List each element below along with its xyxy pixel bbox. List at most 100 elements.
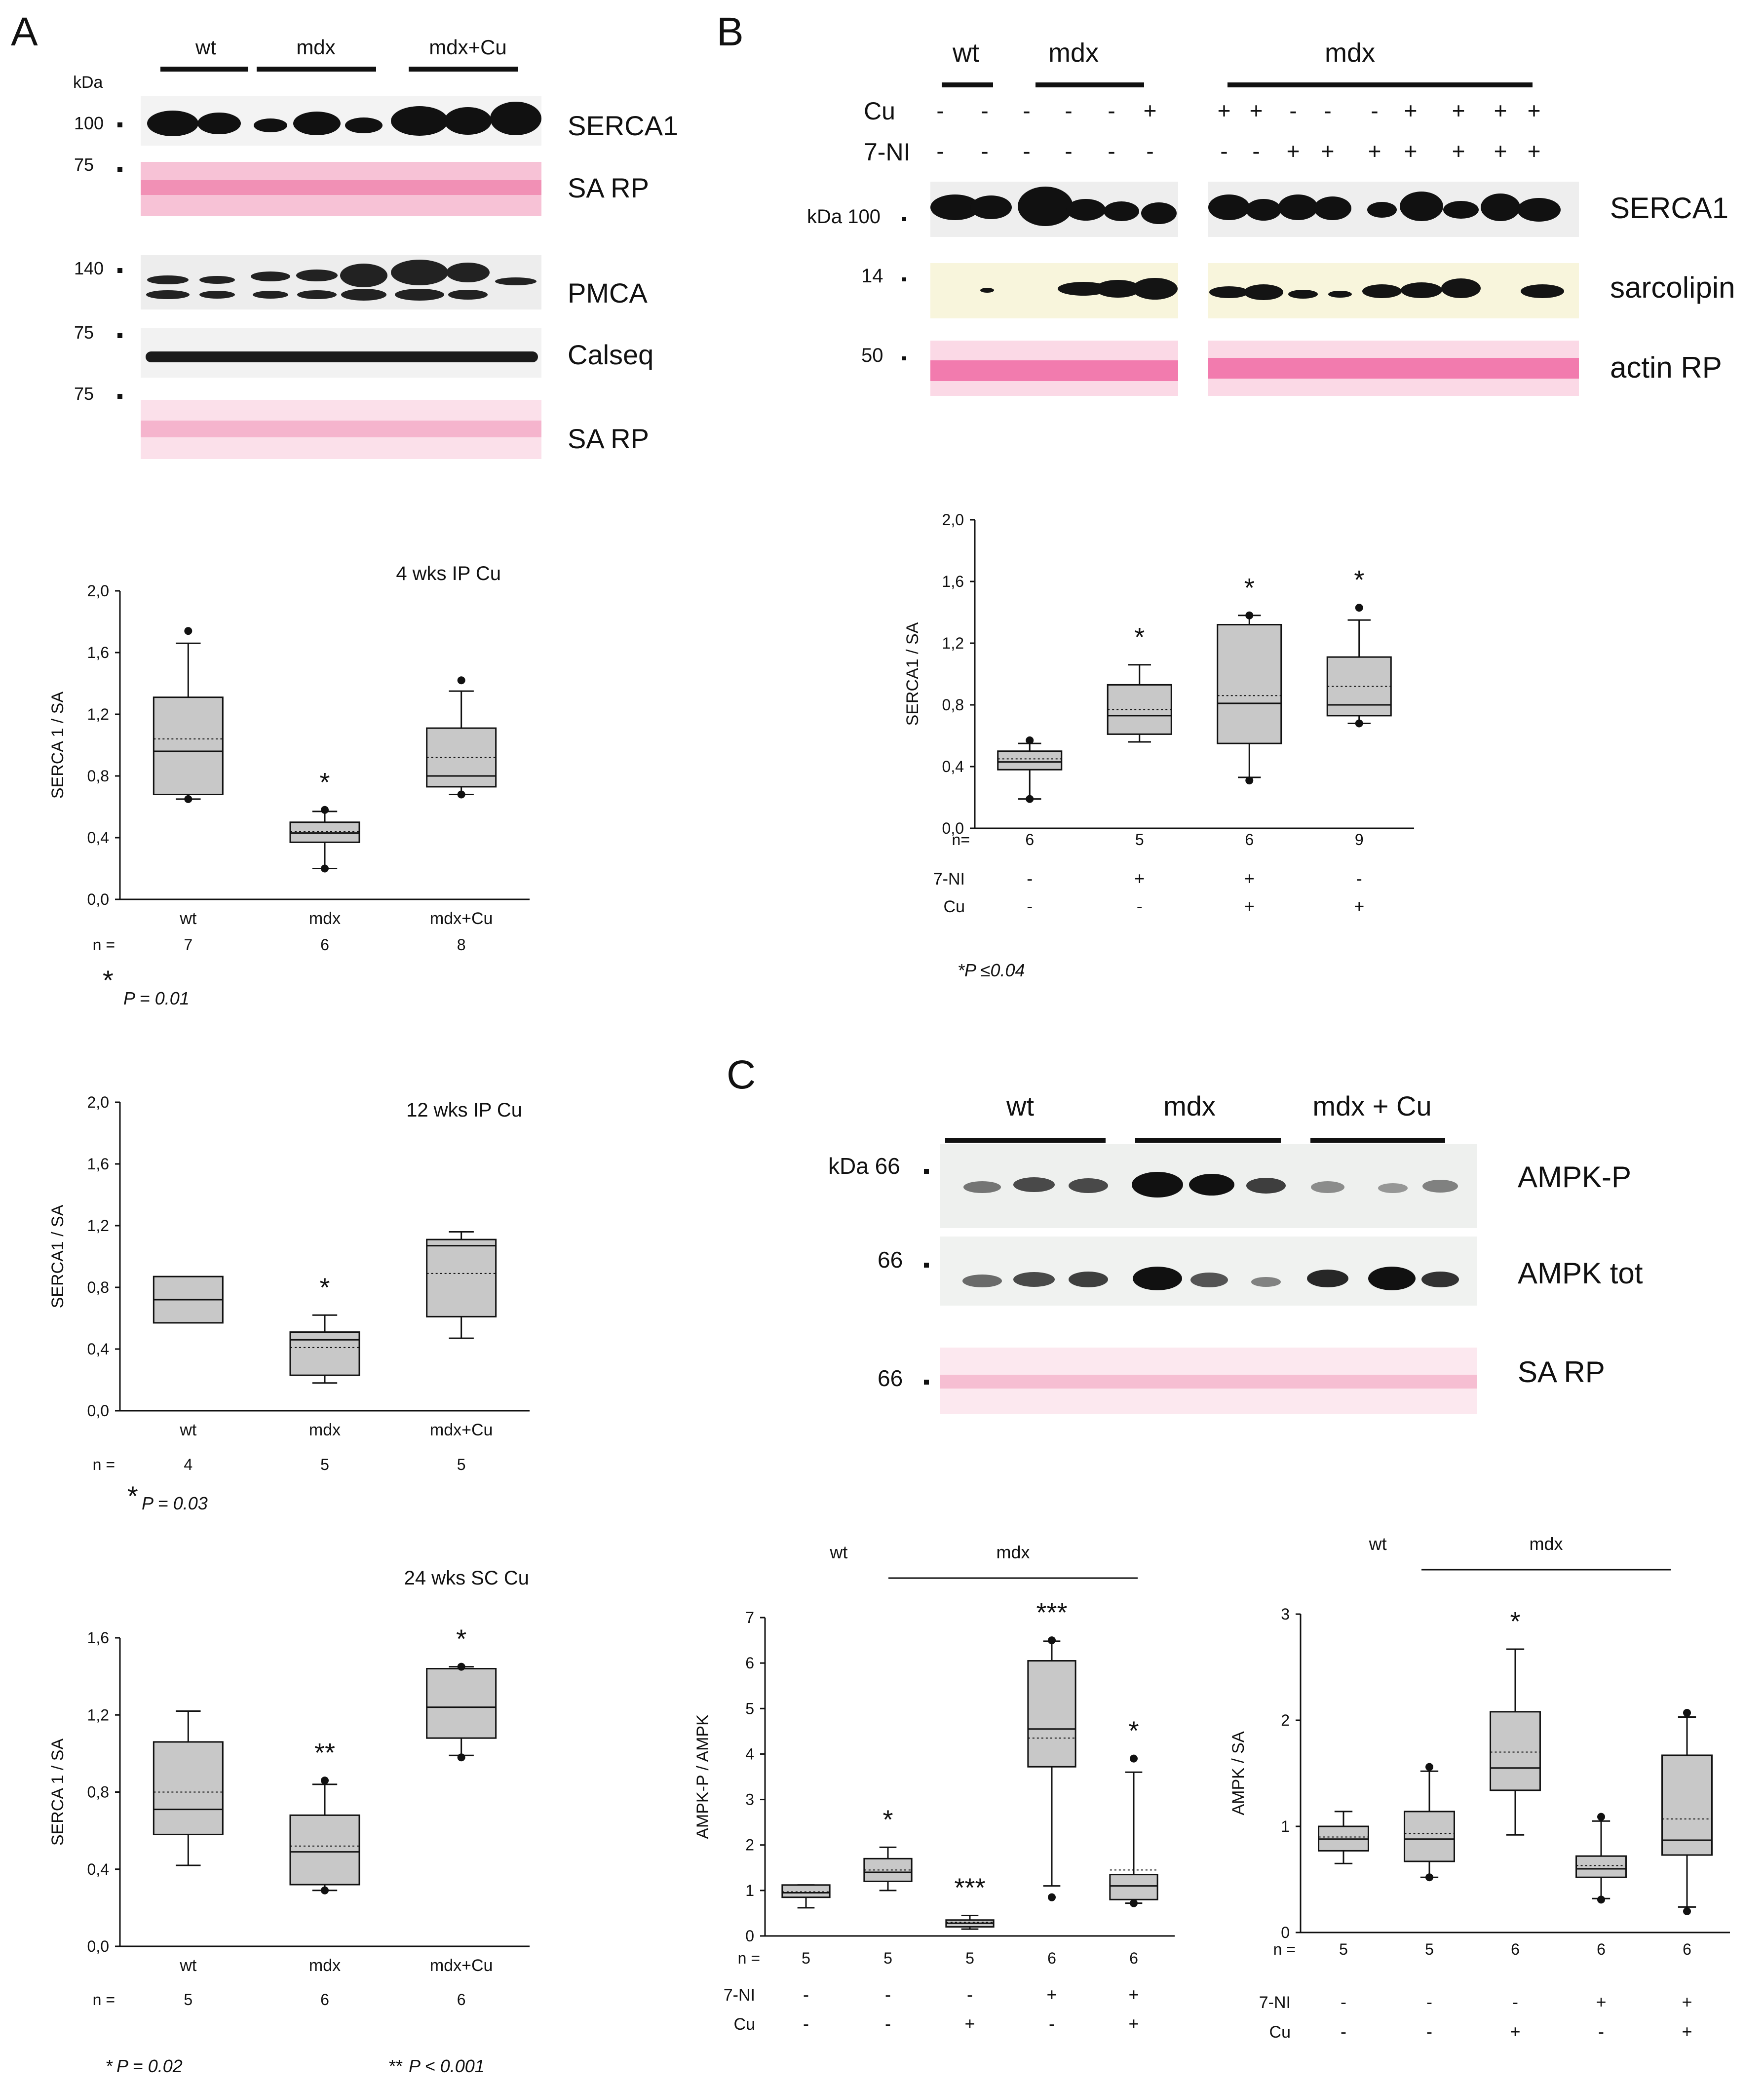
- footnote-a3b-text: P < 0.001: [409, 2056, 485, 2076]
- blot-b-ni-sign: -: [1108, 138, 1115, 164]
- outlier-point: [457, 1662, 465, 1671]
- n-value: 5: [320, 1456, 329, 1473]
- significance-star: ***: [954, 1873, 985, 1903]
- x-category-label: mdx: [309, 909, 341, 928]
- factor-7ni-sign: +: [1046, 1984, 1057, 2005]
- chart-4wks: 0,0 0,4 0,8 1,2 1,6 2,0 SERCA 1 / SA 4 wks IP C…: [48, 563, 530, 954]
- blot-c-marker-66c: 66: [878, 1365, 903, 1391]
- factor-7ni-sign: +: [1682, 1992, 1692, 2012]
- blot-b-group-mdx1: mdx: [1048, 38, 1099, 68]
- y-axis-label: SERCA 1 / SA: [48, 692, 67, 799]
- box: [426, 1668, 497, 1739]
- footnote-a3: * P = 0.02 ** P < 0.001: [106, 2056, 485, 2076]
- box: [1217, 624, 1282, 744]
- n-value: 8: [457, 936, 466, 954]
- blot-a: wt mdx mdx+Cu kDa 100 SERCA1 75 SA RP: [73, 36, 678, 459]
- n-value: 9: [1355, 831, 1364, 849]
- outlier-point: [1048, 1636, 1056, 1645]
- factor-cu-label: Cu: [734, 2015, 755, 2034]
- factor-7ni-sign: +: [1134, 868, 1145, 889]
- outlier-point: [457, 790, 465, 799]
- blot-b-ni-label: 7-NI: [864, 138, 910, 166]
- factor-7ni-sign: -: [885, 1984, 891, 2005]
- blot-a-row-serca1: SERCA1: [568, 110, 678, 141]
- factor-cu-sign: -: [1049, 2013, 1055, 2034]
- factor-7ni-sign: -: [1341, 1992, 1346, 2012]
- blot-b-cu-sign: -: [1289, 98, 1297, 123]
- outlier-point: [1355, 719, 1363, 728]
- y-tick-label: 7: [745, 1609, 754, 1626]
- n-value: 5: [1425, 1940, 1434, 1958]
- box: [781, 1884, 831, 1898]
- n-value: 6: [320, 1991, 329, 2009]
- n-value: 5: [965, 1949, 974, 1967]
- box: [1109, 1874, 1158, 1900]
- blot-a-marker-140: 140: [74, 258, 104, 278]
- n-value: 5: [802, 1949, 810, 1967]
- box: [1490, 1711, 1541, 1791]
- footnote-a2-text: P = 0.03: [142, 1493, 208, 1513]
- y-tick-label: 1,2: [87, 705, 109, 723]
- outlier-point: [1683, 1708, 1691, 1717]
- blot-b-ni-sign: -: [1220, 138, 1227, 164]
- factor-7ni-sign: +: [1596, 1992, 1606, 2012]
- footnote-a3a-text: P = 0.02: [116, 2056, 183, 2076]
- blot-a-group-mdx: mdx: [296, 36, 335, 59]
- footnote-b-text: *P ≤0.04: [958, 960, 1025, 980]
- blot-b-ni-sign: -: [1252, 138, 1260, 164]
- box: [426, 1238, 497, 1317]
- significance-star: ***: [1036, 1598, 1067, 1627]
- footnote-a2: * P = 0.03: [127, 1480, 208, 1513]
- chart-title: 24 wks SC Cu: [404, 1567, 529, 1589]
- blot-c-group-wt: wt: [1006, 1090, 1034, 1121]
- y-tick-label: 1: [745, 1882, 754, 1899]
- blot-b-cu-sign: +: [1494, 98, 1507, 123]
- y-tick-label: 1,6: [87, 644, 109, 661]
- chart-title: 4 wks IP Cu: [396, 563, 501, 584]
- blot-b-ni-sign: +: [1494, 138, 1507, 164]
- header-wt: wt: [829, 1542, 847, 1562]
- factor-7ni-label: 7-NI: [724, 1986, 755, 2005]
- blot-b-ni-sign: +: [1321, 138, 1335, 164]
- blot-b: wt mdx mdx Cu 7-NI - - - - - + + + - - - + + + +- - - - - -…: [807, 38, 1735, 396]
- svg-text:*: *: [106, 2056, 113, 2076]
- significance-star: *: [319, 1273, 330, 1302]
- y-tick-label: 0,4: [87, 829, 109, 847]
- x-category-label: mdx: [309, 1956, 341, 1975]
- blot-a-group-mdxcu: mdx+Cu: [429, 36, 507, 59]
- y-tick-label: 5: [745, 1700, 754, 1717]
- y-tick-label: 0: [745, 1927, 754, 1945]
- blot-b-group-mdx2: mdx: [1325, 38, 1375, 68]
- y-tick-label: 1,2: [87, 1706, 109, 1724]
- blot-a-row-calseq: Calseq: [568, 339, 653, 370]
- blot-c-marker-66b: 66: [878, 1247, 903, 1273]
- blot-b-cu-sign: -: [1108, 98, 1115, 123]
- panel-letter-b: B: [717, 9, 744, 54]
- blot-b-ni-sign: -: [936, 138, 944, 164]
- outlier-point: [321, 1886, 329, 1894]
- box: [426, 727, 497, 788]
- blot-b-cu-sign: +: [1218, 98, 1231, 123]
- blot-a-row-sarp2: SA RP: [568, 423, 649, 454]
- blot-a-marker-75a: 75: [74, 155, 94, 175]
- outlier-point: [1245, 776, 1254, 785]
- blot-b-ni-sign: -: [1023, 138, 1030, 164]
- significance-star: *: [1354, 565, 1364, 595]
- significance-star: *: [1510, 1607, 1520, 1636]
- chart-title: 12 wks IP Cu: [406, 1099, 522, 1121]
- blot-b-marker-50: 50: [861, 345, 883, 366]
- blot-b-cu-sign: +: [1250, 98, 1263, 123]
- blot-b-cu-sign: -: [1371, 98, 1378, 123]
- x-category-label: wt: [179, 1956, 197, 1975]
- blot-b-ni-sign: -: [1065, 138, 1072, 164]
- y-tick-label: 0,0: [942, 819, 964, 837]
- y-axis-label: SERCA 1 / SA: [48, 1739, 67, 1846]
- factor-7ni-sign: +: [1128, 1984, 1139, 2005]
- blot-c-group-mdx: mdx: [1163, 1090, 1216, 1121]
- significance-star: *: [319, 768, 330, 797]
- box: [997, 750, 1063, 771]
- y-tick-label: 2: [1281, 1711, 1290, 1729]
- y-tick-label: 3: [745, 1791, 754, 1809]
- factor-7ni-sign: -: [1512, 1992, 1518, 2012]
- factor-cu-label: Cu: [1269, 2023, 1291, 2042]
